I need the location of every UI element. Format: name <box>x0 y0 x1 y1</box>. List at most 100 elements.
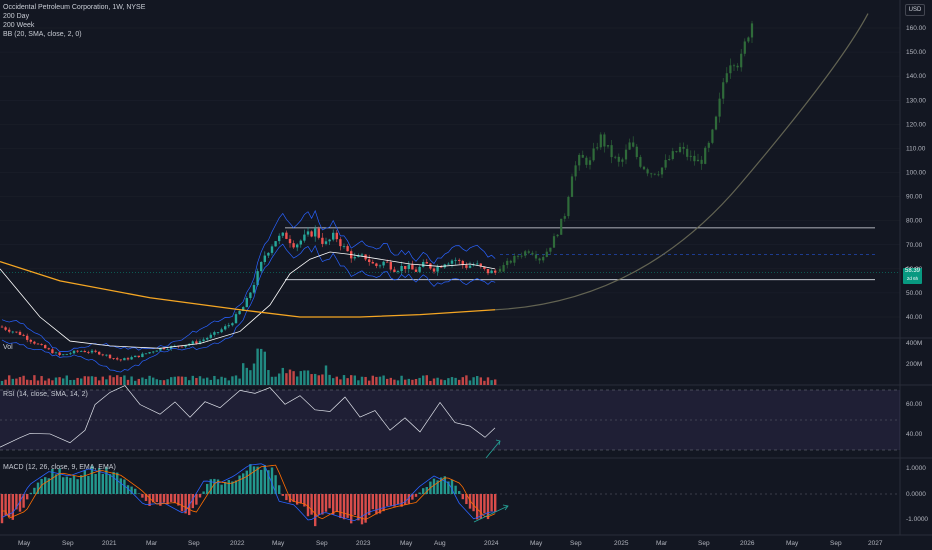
price-tick-label: 100.00 <box>906 170 926 177</box>
candle-body <box>368 259 371 263</box>
time-tick-label: 2027 <box>868 540 883 547</box>
macd-histogram-bar <box>130 486 133 494</box>
macd-histogram-bar <box>83 470 86 494</box>
macd-histogram-bar <box>144 494 148 501</box>
volume-bar <box>260 348 263 385</box>
projected-body <box>567 196 570 217</box>
macd-tick-label: 1.0000 <box>906 465 926 472</box>
candle-body <box>18 331 22 335</box>
volume-bar <box>353 375 356 385</box>
projected-body <box>750 23 754 38</box>
projected-body <box>506 260 509 266</box>
volume-bar <box>324 365 328 385</box>
volume-bar <box>321 374 324 385</box>
macd-histogram-bar <box>468 494 472 509</box>
volume-label[interactable]: Vol <box>3 344 13 351</box>
time-tick-label: Sep <box>570 540 582 547</box>
volume-bar <box>350 375 353 385</box>
projected-body <box>668 159 671 160</box>
volume-bar <box>238 378 241 385</box>
macd-histogram-bar <box>87 476 90 494</box>
macd-histogram-bar <box>4 494 7 516</box>
volume-bar <box>51 380 54 385</box>
macd-histogram-bar <box>90 465 94 494</box>
candle-body <box>234 314 238 324</box>
candle-body <box>263 255 266 262</box>
volume-bar <box>371 375 374 385</box>
candle-body <box>281 232 284 236</box>
rsi-label[interactable]: RSI (14, close, SMA, 14, 2) <box>3 391 88 398</box>
candle-body <box>360 254 364 256</box>
price-tick-label: 50.00 <box>906 290 923 297</box>
volume-bar <box>314 373 317 385</box>
projected-body <box>729 65 732 74</box>
projected-body <box>520 255 523 257</box>
macd-histogram-bar <box>342 494 346 520</box>
volume-bar <box>378 376 382 385</box>
volume-bar <box>11 378 14 385</box>
ma-200-week-label[interactable]: 200 Week <box>3 22 35 29</box>
bollinger-bands-label[interactable]: BB (20, SMA, close, 2, 0) <box>3 31 82 38</box>
candle-body <box>346 246 349 252</box>
price-tick-label: 110.00 <box>906 145 926 152</box>
macd-histogram-bar <box>422 488 425 494</box>
candle-body <box>468 265 472 268</box>
candle-body <box>375 263 378 267</box>
candle-body <box>4 327 7 330</box>
macd-label[interactable]: MACD (12, 26, close, 9, EMA, EMA) <box>3 464 116 471</box>
projected-body <box>549 247 552 252</box>
macd-histogram-bar <box>375 494 378 515</box>
macd-histogram-bar <box>29 492 32 494</box>
volume-bar <box>173 376 176 385</box>
volume-bar <box>137 378 140 385</box>
macd-histogram-bar <box>393 494 396 507</box>
bollinger-upper <box>1 209 496 352</box>
macd-histogram-bar <box>281 494 284 496</box>
candle-body <box>422 261 425 267</box>
volume-bar <box>458 379 461 385</box>
candle-body <box>324 241 328 244</box>
time-tick-label: Aug <box>434 540 446 547</box>
candle-body <box>371 262 374 264</box>
macd-histogram-bar <box>292 494 295 502</box>
macd-histogram-bar <box>123 479 126 494</box>
macd-histogram-bar <box>418 492 421 494</box>
macd-histogram-bar <box>490 494 493 512</box>
macd-histogram-bar <box>216 479 220 494</box>
candle-body <box>126 358 130 360</box>
currency-button[interactable]: USD <box>905 4 925 16</box>
volume-bar <box>108 375 112 385</box>
volume-bar <box>209 379 212 385</box>
volume-bar <box>299 371 302 385</box>
chart-grid <box>0 27 900 318</box>
volume-bar <box>0 380 4 385</box>
volume-bar <box>281 367 284 385</box>
macd-histogram-bar <box>472 494 475 512</box>
projected-body <box>624 149 628 160</box>
candle-body <box>332 232 335 240</box>
volume-bar <box>242 363 245 385</box>
macd-histogram-bar <box>285 494 288 501</box>
volume-bar <box>36 380 40 385</box>
macd-histogram-bar <box>80 475 83 494</box>
rsi-arrow-head <box>495 439 501 446</box>
projected-body <box>707 142 710 148</box>
macd-histogram-bar <box>116 472 119 494</box>
macd-histogram-bar <box>310 494 313 515</box>
volume-bar <box>213 375 216 385</box>
volume-bar <box>98 380 101 385</box>
candle-body <box>90 350 94 353</box>
projected-body <box>704 147 707 164</box>
macd-histogram-bar <box>69 477 72 494</box>
candle-body <box>461 260 464 266</box>
macd-histogram-bar <box>177 494 180 506</box>
symbol-title[interactable]: Occidental Petroleum Corporation, 1W, NY… <box>3 4 146 11</box>
macd-histogram-bar <box>18 494 22 512</box>
candle-body <box>476 263 479 265</box>
price-tick-label: 160.00 <box>906 25 926 32</box>
ma-200-day-label[interactable]: 200 Day <box>3 13 30 20</box>
volume-bar <box>54 377 58 385</box>
macd-histogram-bar <box>191 494 194 509</box>
ma-200-week-line <box>0 260 496 318</box>
